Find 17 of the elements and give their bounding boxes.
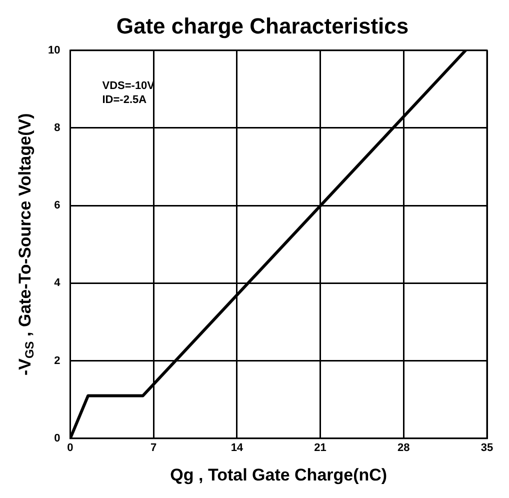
x-tick-label: 0 [67, 442, 74, 454]
y-tick-label: 8 [54, 122, 60, 134]
annotation: VDS=-10V [102, 80, 156, 92]
x-tick-label: 35 [480, 442, 494, 454]
y-tick-label: 10 [48, 44, 60, 56]
x-axis-title: Qg , Total Gate Charge(nC) [170, 465, 388, 484]
y-axis-title: -VGS , Gate-To-Source Voltage(V) [16, 113, 37, 376]
annotation: ID=-2.5A [102, 94, 147, 106]
y-tick-label: 4 [54, 277, 62, 290]
x-tick-label: 14 [230, 442, 244, 454]
y-tick-label: 6 [54, 200, 60, 212]
y-tick-label: 0 [54, 432, 60, 444]
x-tick-label: 7 [150, 442, 157, 454]
x-tick-label: 21 [314, 442, 326, 454]
y-tick-label: 2 [54, 354, 60, 367]
chart-title: Gate charge Characteristics [116, 13, 409, 38]
x-tick-label: 28 [398, 442, 410, 454]
